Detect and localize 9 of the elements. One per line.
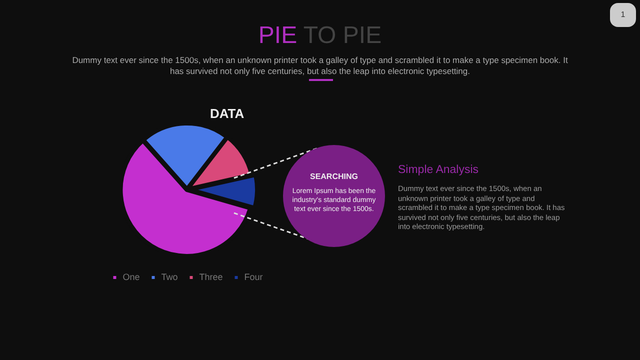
legend-label: Four	[244, 272, 263, 282]
text: SEARCHING	[308, 172, 359, 181]
text: 1	[610, 3, 636, 27]
legend-label: One	[122, 272, 140, 282]
text: Dummy text ever since the 1500s, when an unknown printer took a galley of type and scrambled it to make a type specimen book. It has survived not only five centuries, but also the leap into electronic typesetting.	[71, 55, 569, 77]
text: Simple Analysis	[398, 164, 479, 176]
text: DATA	[210, 106, 244, 121]
legend-label: Two	[161, 272, 178, 282]
legend-label: Three	[199, 272, 223, 282]
